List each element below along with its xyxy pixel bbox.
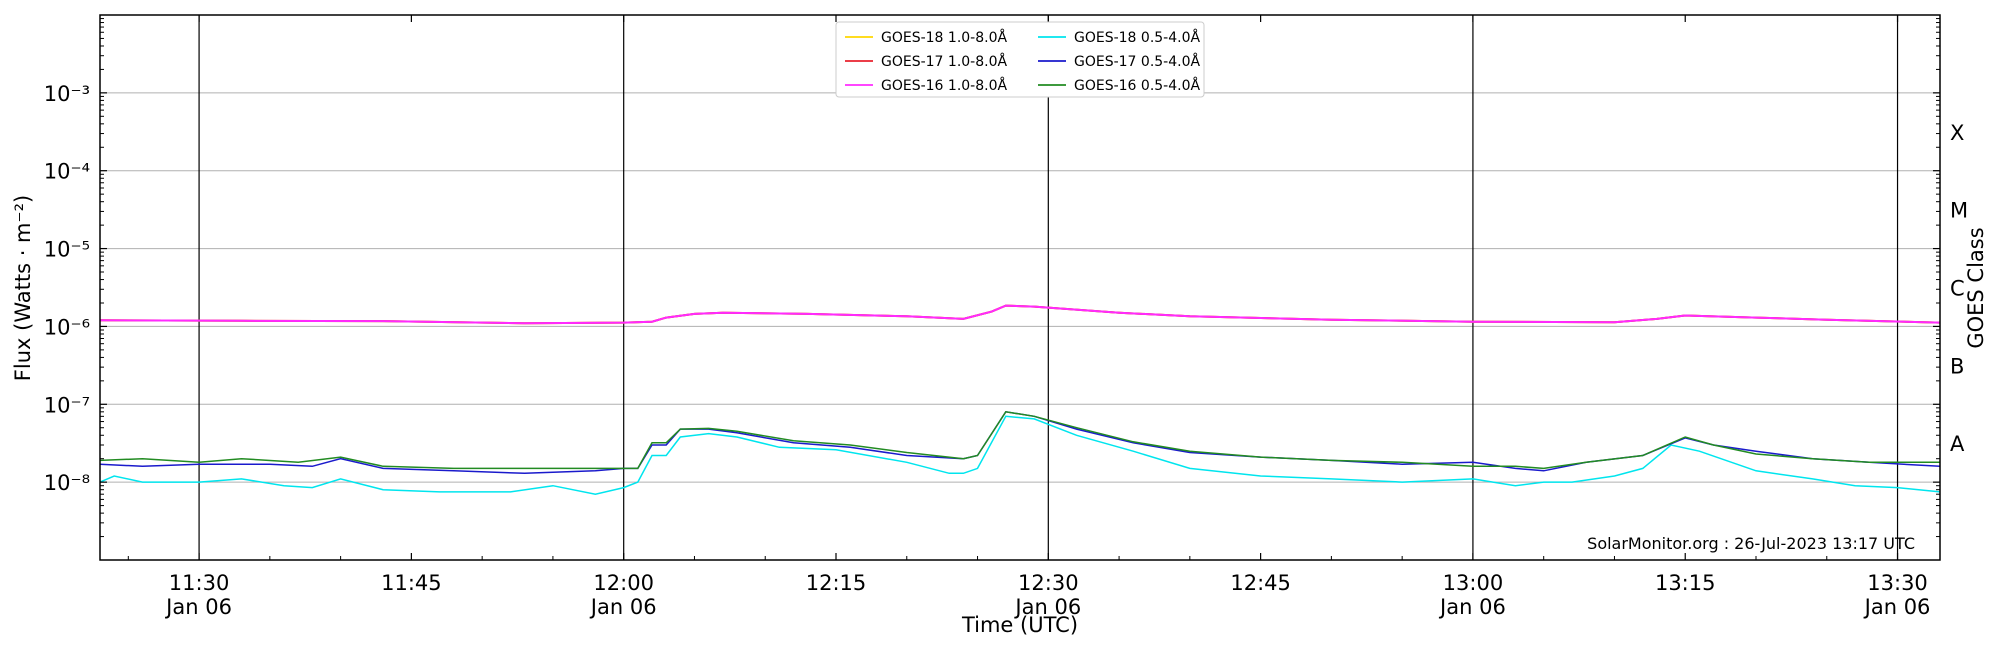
series-line — [99, 410, 1940, 470]
x-tick-label: 12:45 — [1230, 571, 1291, 595]
legend-label: GOES-16 0.5-4.0Å — [1074, 77, 1200, 94]
goes-class-label: C — [1950, 277, 1965, 301]
legend-label: GOES-18 1.0-8.0Å — [881, 29, 1007, 46]
goes-class-label: A — [1950, 432, 1965, 456]
x-tick-date-label: Jan 06 — [1438, 595, 1506, 619]
plot-frame — [99, 14, 1941, 561]
x-tick-label: 12:15 — [806, 571, 867, 595]
legend-box — [835, 21, 1205, 98]
series-line — [99, 304, 1941, 325]
x-tick-date-label: Jan 06 — [164, 595, 232, 619]
y-tick-label: 10⁻⁶ — [44, 315, 90, 339]
goes-class-label: B — [1950, 354, 1964, 378]
x-tick-label: 13:30 — [1867, 571, 1928, 595]
x-tick-label: 12:00 — [593, 571, 654, 595]
y-tick-label: 10⁻⁷ — [44, 393, 90, 417]
x-tick-date-label: Jan 06 — [1013, 595, 1081, 619]
x-tick-label: 11:30 — [169, 571, 230, 595]
goes-class-label: X — [1950, 121, 1964, 145]
x-tick-date-label: Jan 06 — [1863, 595, 1931, 619]
x-tick-label: 13:00 — [1443, 571, 1504, 595]
goes-class-axis-title: GOES Class — [1964, 227, 1988, 348]
x-tick-label: 11:45 — [381, 571, 442, 595]
series-layer — [99, 304, 1941, 495]
x-axis-title: Time (UTC) — [961, 613, 1078, 637]
legend-label: GOES-17 0.5-4.0Å — [1074, 53, 1200, 70]
series-line — [99, 415, 1941, 495]
goes-class-label: M — [1950, 199, 1968, 223]
x-tick-label: 12:30 — [1018, 571, 1079, 595]
x-tick-label: 13:15 — [1655, 571, 1716, 595]
x-tick-date-label: Jan 06 — [589, 595, 657, 619]
credit-label: SolarMonitor.org : 26-Jul-2023 13:17 UTC — [1587, 534, 1915, 553]
legend-label: GOES-18 0.5-4.0Å — [1074, 29, 1200, 46]
legend-label: GOES-17 1.0-8.0Å — [881, 53, 1007, 70]
legend: GOES-18 1.0-8.0Å GOES-17 1.0-8.0Å GOES-16 … — [835, 21, 1205, 98]
legend-label: GOES-16 1.0-8.0Å — [881, 77, 1007, 94]
y-tick-label: 10⁻⁴ — [44, 160, 90, 184]
y-tick-label: 10⁻⁵ — [44, 238, 90, 262]
y-tick-label: 10⁻⁸ — [44, 471, 90, 495]
y-tick-label: 10⁻³ — [44, 82, 90, 106]
y-axis-title: Flux (Watts · m⁻²) — [11, 195, 35, 381]
